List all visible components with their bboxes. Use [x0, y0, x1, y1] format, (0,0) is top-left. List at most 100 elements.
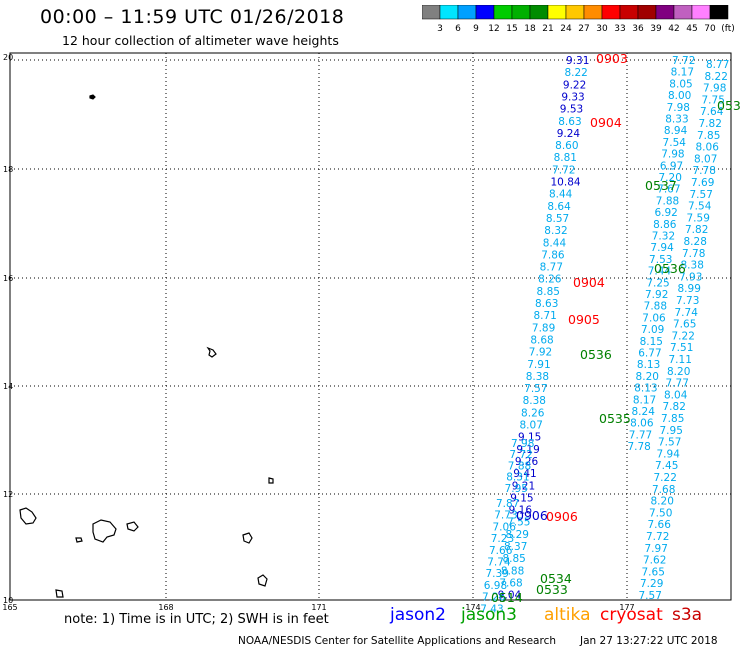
- wave-height-value: 7.92: [645, 289, 668, 301]
- wave-height-value: 7.98: [511, 438, 534, 450]
- island-outline: [242, 532, 253, 544]
- wave-height-value: 7.98: [661, 149, 684, 161]
- wave-height-value: 7.22: [654, 472, 677, 484]
- wave-height-value: 8.24: [632, 406, 656, 418]
- wave-height-value: 7.54: [663, 137, 687, 149]
- wave-height-value: 7.73: [494, 510, 517, 522]
- wave-height-value: 9.15: [518, 432, 541, 444]
- wave-height-value: 8.13: [637, 359, 660, 371]
- wave-height-value: 7.98: [703, 83, 726, 95]
- wave-height-value: 7.20: [659, 172, 682, 184]
- wave-height-value: 7.64: [700, 106, 724, 118]
- island-outline: [92, 519, 117, 543]
- wave-height-value: 7.85: [661, 413, 684, 425]
- wave-height-value: 9.21: [512, 480, 535, 492]
- wave-height-value: 6.97: [660, 160, 683, 172]
- pass-time-label: 0536: [654, 261, 686, 276]
- wave-height-value: 7.75: [702, 94, 725, 106]
- wave-height-value: 7.65: [642, 566, 665, 578]
- wave-height-value: 8.68: [530, 334, 553, 346]
- wave-height-value: 7.94: [657, 448, 681, 460]
- scale-label: (ft): [721, 24, 734, 34]
- wave-height-value: 8.00: [668, 90, 691, 102]
- wave-height-value: 7.25: [646, 277, 669, 289]
- wave-height-value: 8.94: [664, 125, 688, 137]
- wave-height-value: 7.39: [486, 568, 509, 580]
- scale-swatch: [709, 5, 729, 20]
- wave-height-value: 9.15: [510, 492, 533, 504]
- wave-height-value: 8.88: [501, 565, 524, 577]
- legend-altika: altika: [544, 605, 591, 625]
- pass-time-label: 0906: [546, 509, 578, 524]
- wave-height-value: 8.77: [540, 262, 563, 274]
- units-note: note: 1) Time is in UTC; 2) SWH is in fe…: [64, 612, 329, 627]
- wave-height-value: 9.04: [498, 590, 522, 602]
- scale-label: 36: [632, 24, 644, 34]
- wave-height-value: 8.31: [506, 472, 529, 484]
- wave-height-value: 7.82: [685, 224, 708, 236]
- wave-height-value: 7.77: [629, 429, 652, 441]
- wave-height-value: 7.53: [649, 254, 672, 266]
- wave-height-value: 8.60: [555, 140, 578, 152]
- pass-time-label: 0535: [717, 98, 740, 113]
- scale-swatch: [547, 5, 567, 20]
- scale-label: 12: [488, 24, 499, 34]
- scale-swatch: [673, 5, 693, 20]
- pass-time-label: 0536: [580, 347, 612, 362]
- wave-height-value: 9.19: [516, 444, 539, 456]
- wave-height-value: 8.71: [533, 310, 556, 322]
- pass-time-label: 0534: [540, 571, 572, 586]
- pass-time-label: 0905: [568, 312, 600, 327]
- island-outline: [206, 346, 217, 358]
- wave-height-value: 7.09: [641, 324, 664, 336]
- scale-label: 42: [668, 24, 679, 34]
- wave-height-value: 7.68: [499, 577, 522, 589]
- wave-height-value: 7.26: [482, 592, 506, 604]
- wave-height-value: 7.54: [688, 201, 712, 213]
- legend-jason2: jason2: [390, 605, 446, 625]
- pass-time-label: 0533: [536, 582, 568, 597]
- scale-label: 39: [650, 24, 662, 34]
- wave-height-value: 7.67: [657, 184, 680, 196]
- island-outline: [75, 537, 83, 543]
- wave-height-value: 7.88: [508, 460, 531, 472]
- wave-height-value: 8.57: [546, 213, 569, 225]
- wave-height-value: 7.62: [643, 555, 666, 567]
- land-outlines: [19, 94, 274, 598]
- wave-height-value: 7.57: [524, 383, 547, 395]
- lat-tick-label: 18: [3, 165, 13, 174]
- wave-height-value: 7.73: [676, 295, 699, 307]
- wave-height-value: 6.92: [654, 207, 677, 219]
- wave-height-value: 9.24: [557, 128, 581, 140]
- wave-height-value: 7.91: [527, 359, 550, 371]
- pass-time-label: 0904: [573, 275, 605, 290]
- wave-height-value: 8.20: [667, 366, 690, 378]
- wave-height-value: 7.06: [493, 521, 517, 533]
- island-outline: [19, 507, 37, 525]
- scale-swatch: [601, 5, 621, 20]
- wave-height-value: 7.65: [673, 319, 696, 331]
- wave-height-value: 8.26: [521, 407, 545, 419]
- wave-height-value: 8.20: [651, 496, 674, 508]
- wave-height-value: 8.22: [564, 67, 587, 79]
- wave-height-value: 7.23: [491, 533, 514, 545]
- scale-swatch: [475, 5, 495, 20]
- wave-height-value: 8.44: [549, 189, 573, 201]
- wave-height-value: 7.11: [669, 354, 692, 366]
- wave-height-value: 7.57: [690, 189, 713, 201]
- generation-timestamp: Jan 27 13:27:22 UTC 2018: [580, 635, 718, 647]
- wave-height-value: 7.69: [691, 177, 714, 189]
- wave-height-value: 7.97: [645, 543, 668, 555]
- lat-tick-label: 20: [3, 53, 13, 62]
- wave-height-value: 9.22: [563, 79, 586, 91]
- scale-label: 15: [506, 24, 517, 34]
- wave-height-value: 8.44: [543, 237, 567, 249]
- wave-height-value: 8.22: [705, 71, 728, 83]
- wave-height-value: 7.82: [663, 401, 686, 413]
- lat-tick-label: 14: [3, 382, 13, 391]
- scale-label: 27: [578, 24, 589, 34]
- wave-height-value: 7.87: [496, 498, 519, 510]
- wave-height-value: 8.77: [706, 59, 729, 71]
